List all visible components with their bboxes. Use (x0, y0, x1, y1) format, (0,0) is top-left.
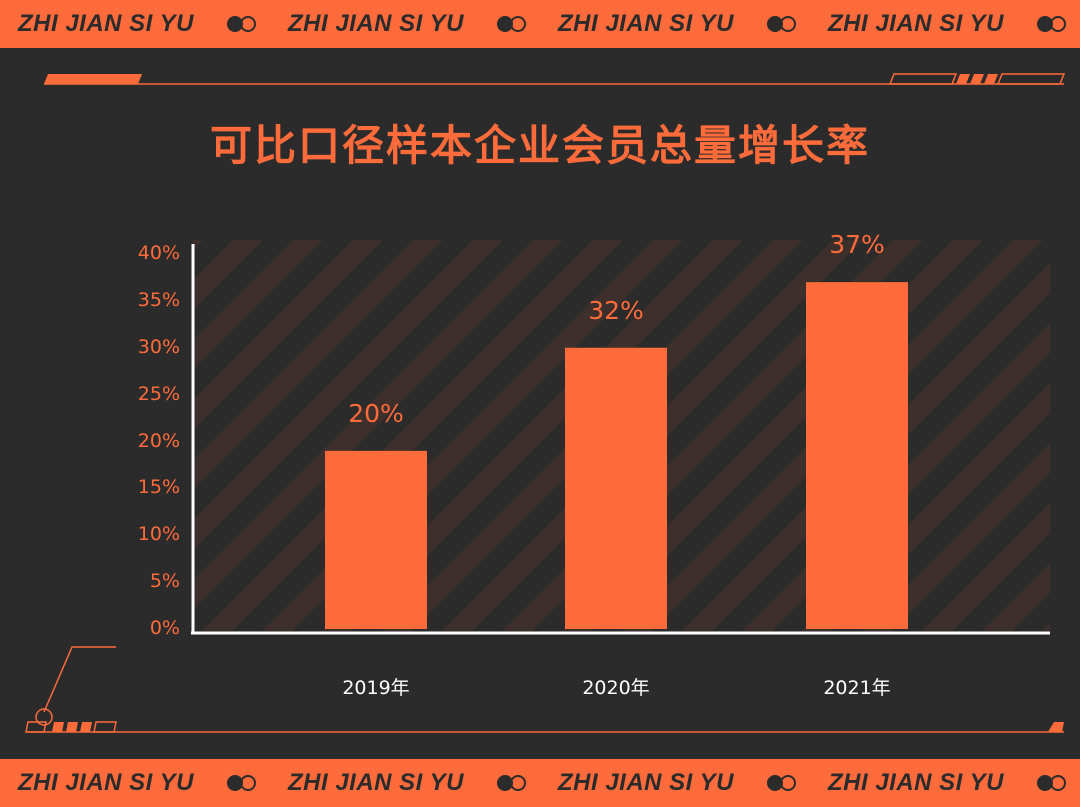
bottom-left-outline-tab (25, 721, 47, 733)
top-right-block-2 (970, 74, 984, 84)
header-brand-unit: ZHI JIAN SI YU (810, 0, 1080, 48)
header-brand-unit: ZHI JIAN SI YU (0, 0, 270, 48)
x-category-label: 2020年 (582, 677, 650, 699)
background-stripe (193, 240, 383, 430)
footer-brand-text: ZHI JIAN SI YU (828, 769, 1004, 796)
top-right-block-3 (984, 74, 998, 84)
footer-brand-unit: ZHI JIAN SI YU (0, 759, 270, 807)
y-tick-label: 5% (149, 570, 180, 593)
bar (806, 282, 908, 629)
bar (325, 450, 427, 629)
bottom-left-block-1 (52, 722, 64, 732)
two-dots-icon (227, 775, 256, 791)
header-brand-unit: ZHI JIAN SI YU (540, 0, 810, 48)
y-tick-label: 25% (137, 382, 180, 405)
bar-group (325, 282, 908, 629)
x-category-label: 2021年 (823, 677, 891, 699)
footer-brand-text: ZHI JIAN SI YU (288, 769, 464, 796)
bottom-left-outline-tab-2 (93, 721, 117, 733)
background-stripe (922, 503, 1050, 631)
bar (565, 347, 667, 629)
footer-band: ZHI JIAN SI YU ZHI JIAN SI YU ZHI JIAN SI … (0, 759, 1080, 807)
header-band: ZHI JIAN SI YU ZHI JIAN SI YU ZHI JIAN SI … (0, 0, 1080, 48)
background-stripe (193, 240, 323, 370)
two-dots-icon (767, 775, 796, 791)
bottom-left-leader (43, 646, 116, 713)
bar-value-label: 20% (348, 398, 404, 428)
bar-value-label: 37% (829, 230, 885, 260)
background-stripe (0, 240, 83, 640)
two-dots-icon (1037, 775, 1066, 791)
two-dots-icon (497, 775, 526, 791)
bar-value-label: 32% (588, 295, 644, 325)
two-dots-icon (1037, 16, 1066, 32)
header-brand-unit: ZHI JIAN SI YU (270, 0, 540, 48)
top-left-tab (44, 74, 142, 84)
y-tick-label: 35% (137, 288, 180, 311)
header-brand-text: ZHI JIAN SI YU (828, 10, 1004, 37)
background-stripe (193, 240, 503, 550)
bottom-left-block-3 (80, 722, 92, 732)
footer-brand-unit: ZHI JIAN SI YU (540, 759, 810, 807)
bottom-right-block (1048, 722, 1064, 732)
top-right-outline-tab (888, 73, 958, 85)
footer-brand-text: ZHI JIAN SI YU (18, 769, 194, 796)
bottom-left-ring (35, 708, 53, 726)
y-tick-label: 10% (137, 523, 180, 546)
background-stripe (193, 240, 443, 490)
y-tick-label: 15% (137, 476, 180, 499)
two-dots-icon (767, 16, 796, 32)
two-dots-icon (227, 16, 256, 32)
y-tick-label: 20% (137, 429, 180, 452)
y-tick-label: 40% (137, 242, 180, 264)
top-right-outline-tab-2 (996, 73, 1066, 85)
chart-title: 可比口径样本企业会员总量增长率 (209, 121, 870, 170)
background-stripe (1042, 623, 1050, 631)
background-stripe (202, 240, 623, 631)
x-category-label: 2019年 (342, 677, 410, 699)
background-stripe (193, 240, 563, 610)
header-brand-text: ZHI JIAN SI YU (288, 10, 464, 37)
background-stripe (322, 240, 743, 631)
background-stripe (862, 443, 1050, 631)
y-tick-label: 30% (137, 335, 180, 358)
footer-brand-unit: ZHI JIAN SI YU (810, 759, 1080, 807)
background-stripe (193, 240, 263, 310)
background-stripe (0, 240, 23, 640)
header-brand-text: ZHI JIAN SI YU (558, 10, 734, 37)
background-stripe (193, 240, 203, 250)
header-brand-text: ZHI JIAN SI YU (18, 10, 194, 37)
footer-brand-text: ZHI JIAN SI YU (558, 769, 734, 796)
footer-brand-unit: ZHI JIAN SI YU (270, 759, 540, 807)
bottom-left-block-2 (66, 722, 78, 732)
two-dots-icon (497, 16, 526, 32)
top-right-block-1 (956, 74, 970, 84)
background-stripe (982, 563, 1050, 631)
y-tick-label: 0% (149, 617, 180, 639)
